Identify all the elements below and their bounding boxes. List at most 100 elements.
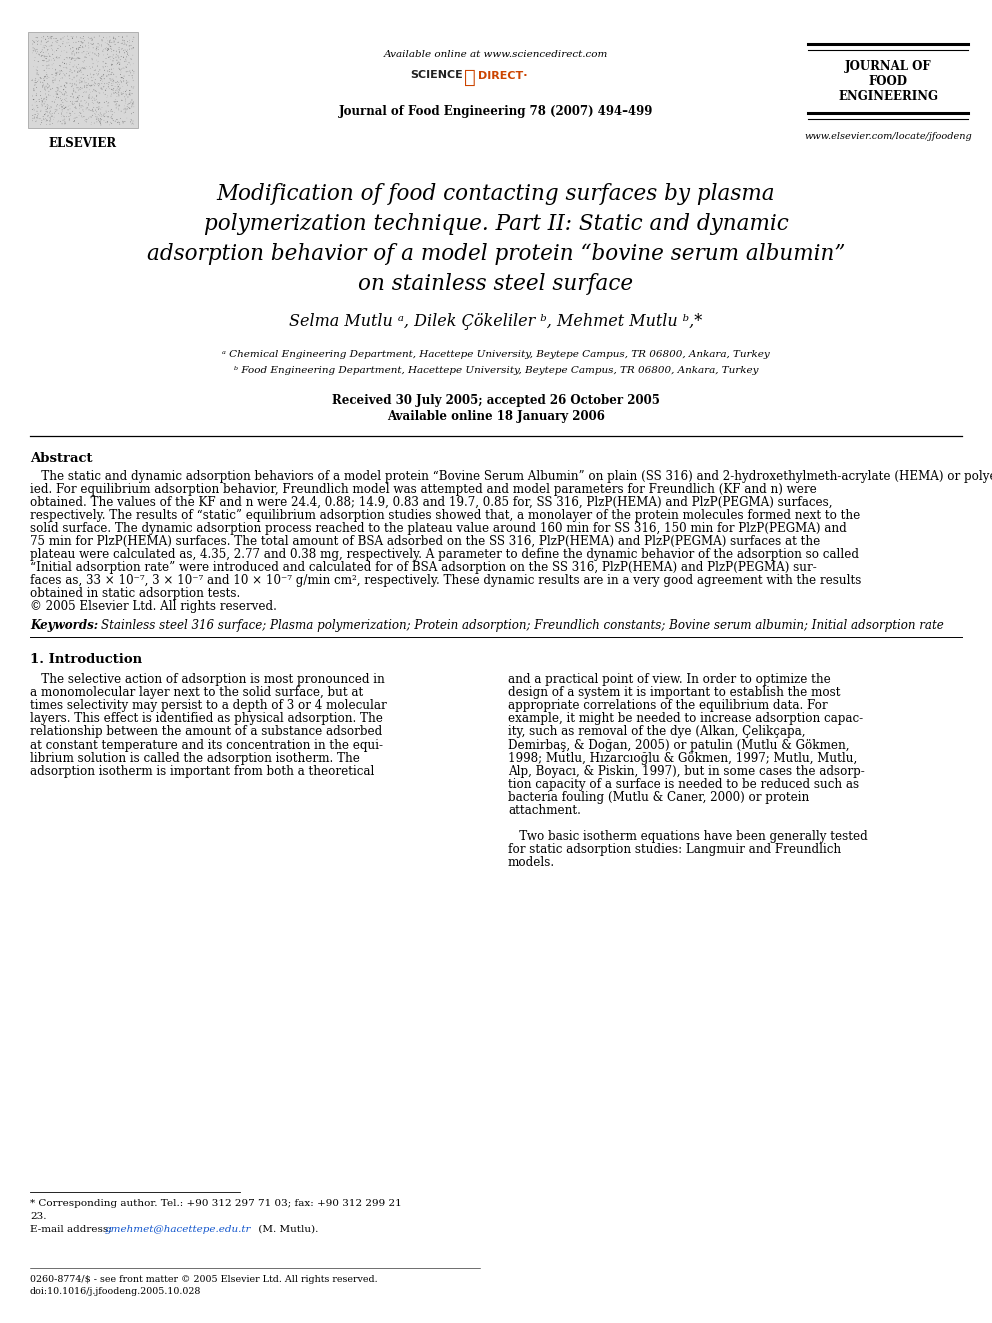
Point (66, 111, 82, 132)
Point (120, 32, 136, 53)
Point (57, 40, 72, 61)
Point (119, 25, 135, 46)
Point (69, 61, 85, 82)
Text: JOURNAL OF: JOURNAL OF (844, 60, 931, 73)
Point (73, 90, 89, 111)
Point (38, 41, 54, 62)
Point (39, 86, 55, 107)
Point (50, 94, 65, 115)
Point (125, 60, 141, 81)
Point (43, 26, 59, 48)
Point (49, 81, 64, 102)
Point (36, 89, 52, 110)
Point (122, 98, 138, 119)
Point (72, 60, 88, 81)
Point (25, 105, 41, 126)
Point (64, 26, 80, 48)
Text: doi:10.1016/j.jfoodeng.2005.10.028: doi:10.1016/j.jfoodeng.2005.10.028 (30, 1287, 201, 1297)
Point (28, 26, 44, 48)
Point (56, 79, 71, 101)
Point (106, 40, 122, 61)
Point (85, 66, 101, 87)
Point (98, 101, 114, 122)
Point (103, 111, 119, 132)
Point (38, 29, 54, 50)
Point (66, 61, 82, 82)
Point (89, 85, 105, 106)
Point (36, 36, 52, 57)
Point (90, 99, 106, 120)
Point (45, 78, 61, 99)
Point (84, 29, 100, 50)
Point (59, 62, 74, 83)
Point (82, 58, 98, 79)
Point (111, 54, 127, 75)
Point (73, 28, 89, 49)
Point (82, 106, 98, 127)
Point (59, 57, 74, 78)
Point (120, 44, 136, 65)
Point (70, 38, 86, 60)
Point (74, 32, 90, 53)
Point (71, 69, 87, 90)
Point (66, 67, 82, 89)
Point (92, 108, 108, 130)
Point (112, 52, 128, 73)
Point (35, 77, 51, 98)
Point (99, 33, 115, 54)
Point (77, 67, 93, 89)
Point (108, 29, 124, 50)
Point (89, 97, 105, 118)
Point (110, 71, 126, 93)
Point (35, 94, 51, 115)
Point (62, 95, 78, 116)
Point (90, 44, 106, 65)
Point (83, 28, 99, 49)
Point (110, 81, 126, 102)
Point (110, 75, 126, 97)
Point (103, 58, 119, 79)
Point (64, 83, 80, 105)
Text: Keywords:: Keywords: (30, 619, 98, 632)
Point (38, 46, 54, 67)
Point (26, 89, 42, 110)
Point (72, 57, 88, 78)
Point (62, 103, 77, 124)
Point (96, 91, 112, 112)
Point (100, 74, 116, 95)
Point (30, 30, 46, 52)
Point (60, 25, 75, 46)
Point (36, 74, 52, 95)
Point (113, 71, 129, 93)
Point (122, 82, 138, 103)
Point (30, 33, 46, 54)
Point (87, 81, 103, 102)
Point (40, 38, 56, 60)
Point (90, 45, 106, 66)
Point (52, 70, 67, 91)
Point (68, 91, 84, 112)
Point (126, 97, 142, 118)
Point (109, 108, 125, 130)
Point (71, 37, 87, 58)
Point (77, 73, 93, 94)
Point (82, 45, 98, 66)
Point (34, 112, 50, 134)
Point (47, 107, 62, 128)
Point (106, 28, 122, 49)
Point (43, 101, 59, 122)
Point (91, 111, 107, 132)
Point (52, 95, 67, 116)
Point (78, 108, 94, 130)
Point (49, 40, 64, 61)
Point (87, 69, 103, 90)
Point (124, 103, 140, 124)
Point (37, 46, 53, 67)
Point (125, 45, 141, 66)
Point (113, 33, 129, 54)
Point (26, 79, 42, 101)
Point (65, 26, 81, 48)
Point (30, 64, 46, 85)
Text: respectively. The results of “static” equilibrium adsorption studies showed that: respectively. The results of “static” eq… (30, 509, 860, 523)
Point (87, 60, 103, 81)
